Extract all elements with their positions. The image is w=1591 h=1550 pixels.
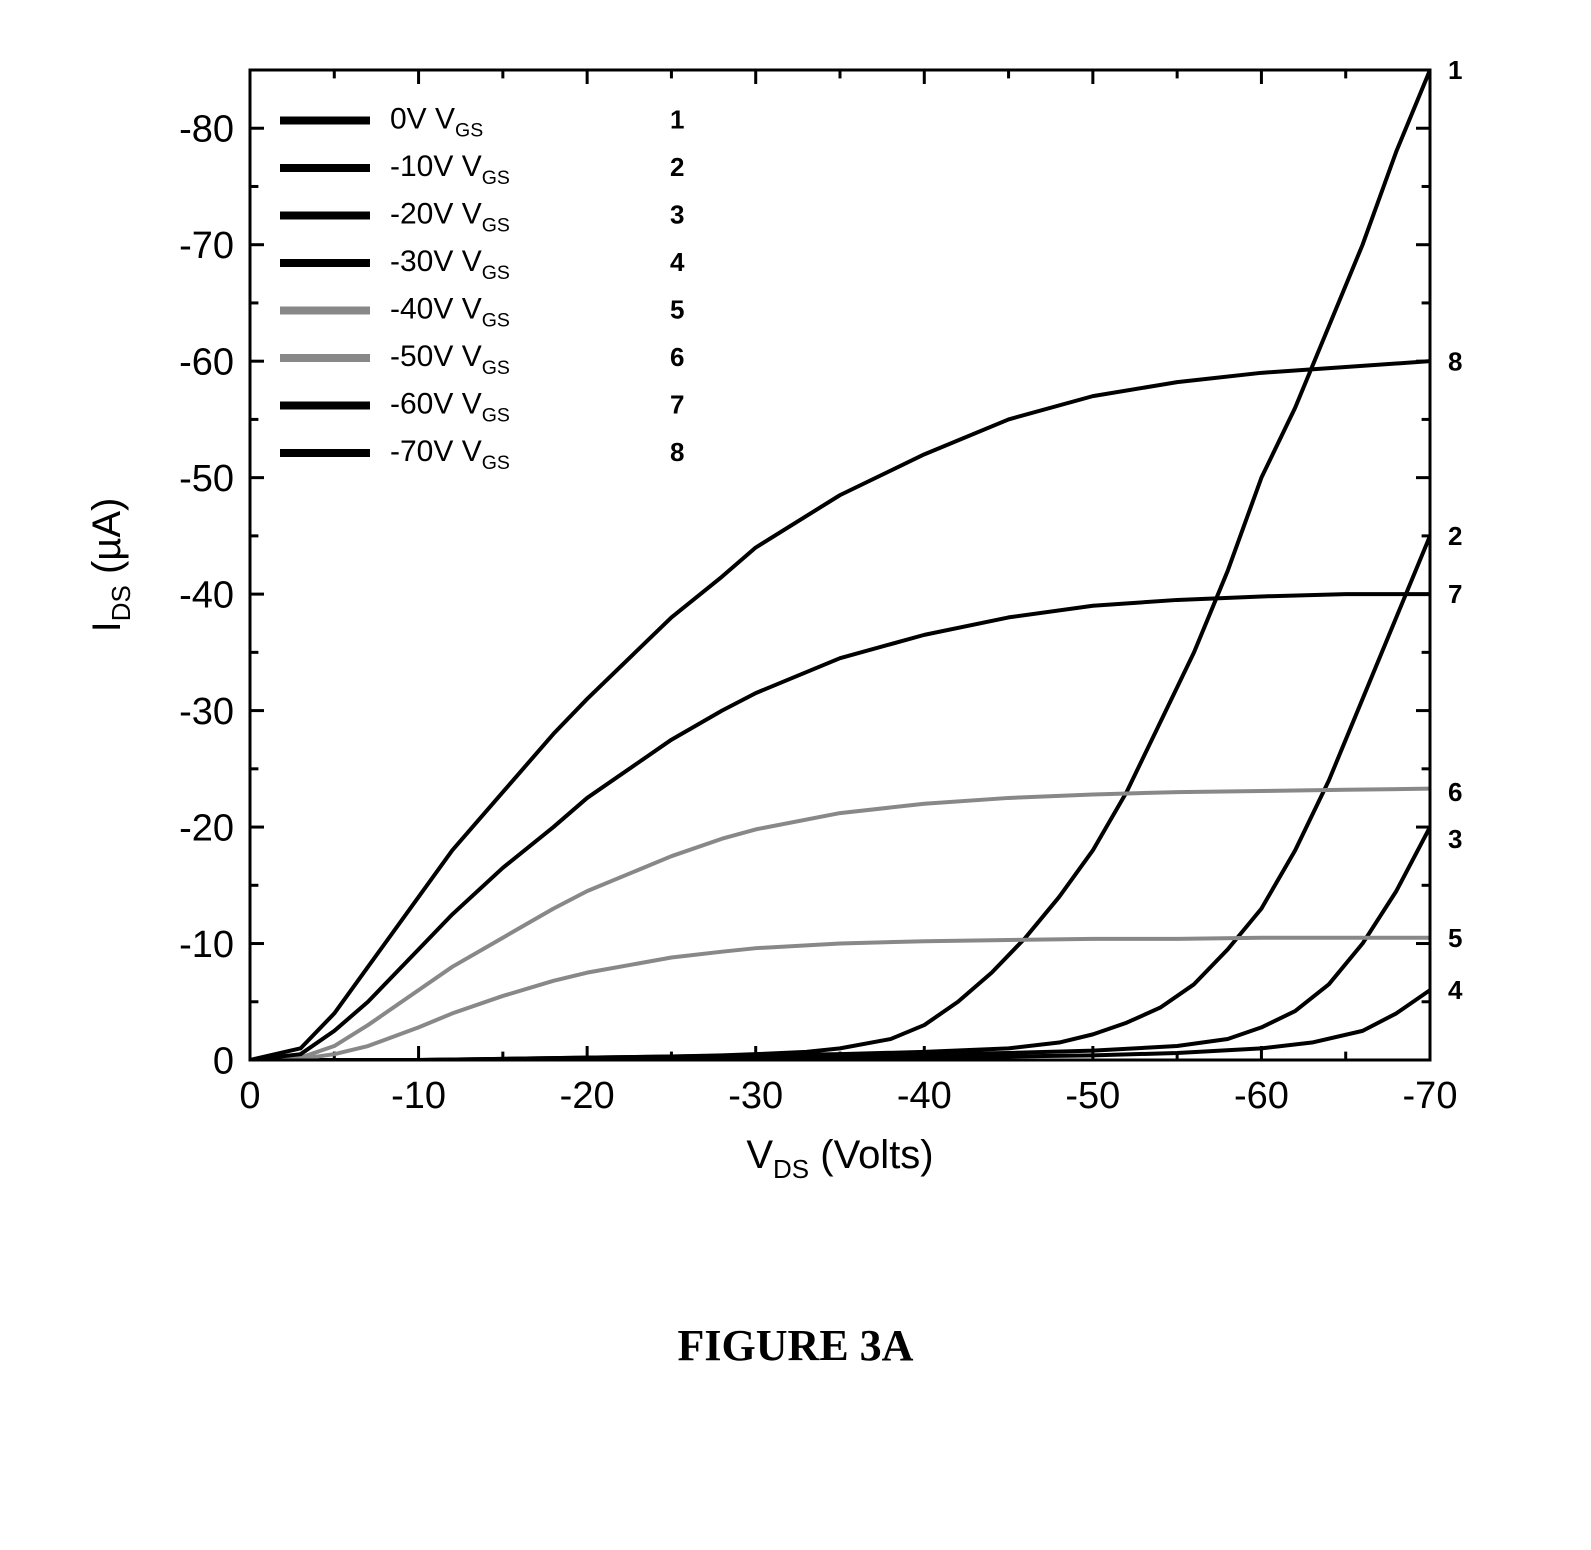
svg-text:-20: -20 [560,1075,615,1117]
svg-text:-50: -50 [179,458,234,500]
svg-text:-10: -10 [391,1075,446,1117]
svg-text:7: 7 [670,390,684,420]
svg-text:6: 6 [670,342,684,372]
svg-text:4: 4 [1448,975,1463,1005]
svg-text:-70: -70 [1403,1075,1458,1117]
svg-text:-30: -30 [179,691,234,733]
svg-text:-30: -30 [728,1075,783,1117]
svg-text:0: 0 [239,1075,260,1117]
svg-text:8: 8 [1448,346,1462,376]
svg-text:0: 0 [213,1040,234,1082]
svg-text:-40: -40 [179,574,234,616]
ids-vds-chart: 0 -10 -20 -30 -40 -50 -60 -70 0 -10 -20 -30 -40 -50 -6… [0,0,1591,1200]
svg-text:3: 3 [670,200,684,230]
svg-text:-40: -40 [897,1075,952,1117]
svg-text:6: 6 [1448,777,1462,807]
svg-text:-50: -50 [1065,1075,1120,1117]
svg-text:2: 2 [670,152,684,182]
svg-text:2: 2 [1448,521,1462,551]
figure-label: FIGURE 3A [0,1320,1591,1371]
svg-text:1: 1 [670,105,684,135]
page: 0 -10 -20 -30 -40 -50 -60 -70 0 -10 -20 -30 -40 -50 -6… [0,0,1591,1550]
svg-text:-60: -60 [179,341,234,383]
svg-text:-10: -10 [179,924,234,966]
svg-text:3: 3 [1448,824,1462,854]
svg-text:8: 8 [670,437,684,467]
svg-text:4: 4 [670,247,685,277]
svg-text:5: 5 [670,295,684,325]
svg-text:-20: -20 [179,807,234,849]
svg-text:-70: -70 [179,225,234,267]
svg-text:VDS (Volts): VDS (Volts) [746,1133,933,1184]
svg-text:-80: -80 [179,109,234,151]
svg-text:-60: -60 [1234,1075,1289,1117]
svg-text:1: 1 [1448,55,1462,85]
svg-text:5: 5 [1448,923,1462,953]
svg-text:7: 7 [1448,579,1462,609]
svg-text:IDS (µA): IDS (µA) [85,498,136,633]
